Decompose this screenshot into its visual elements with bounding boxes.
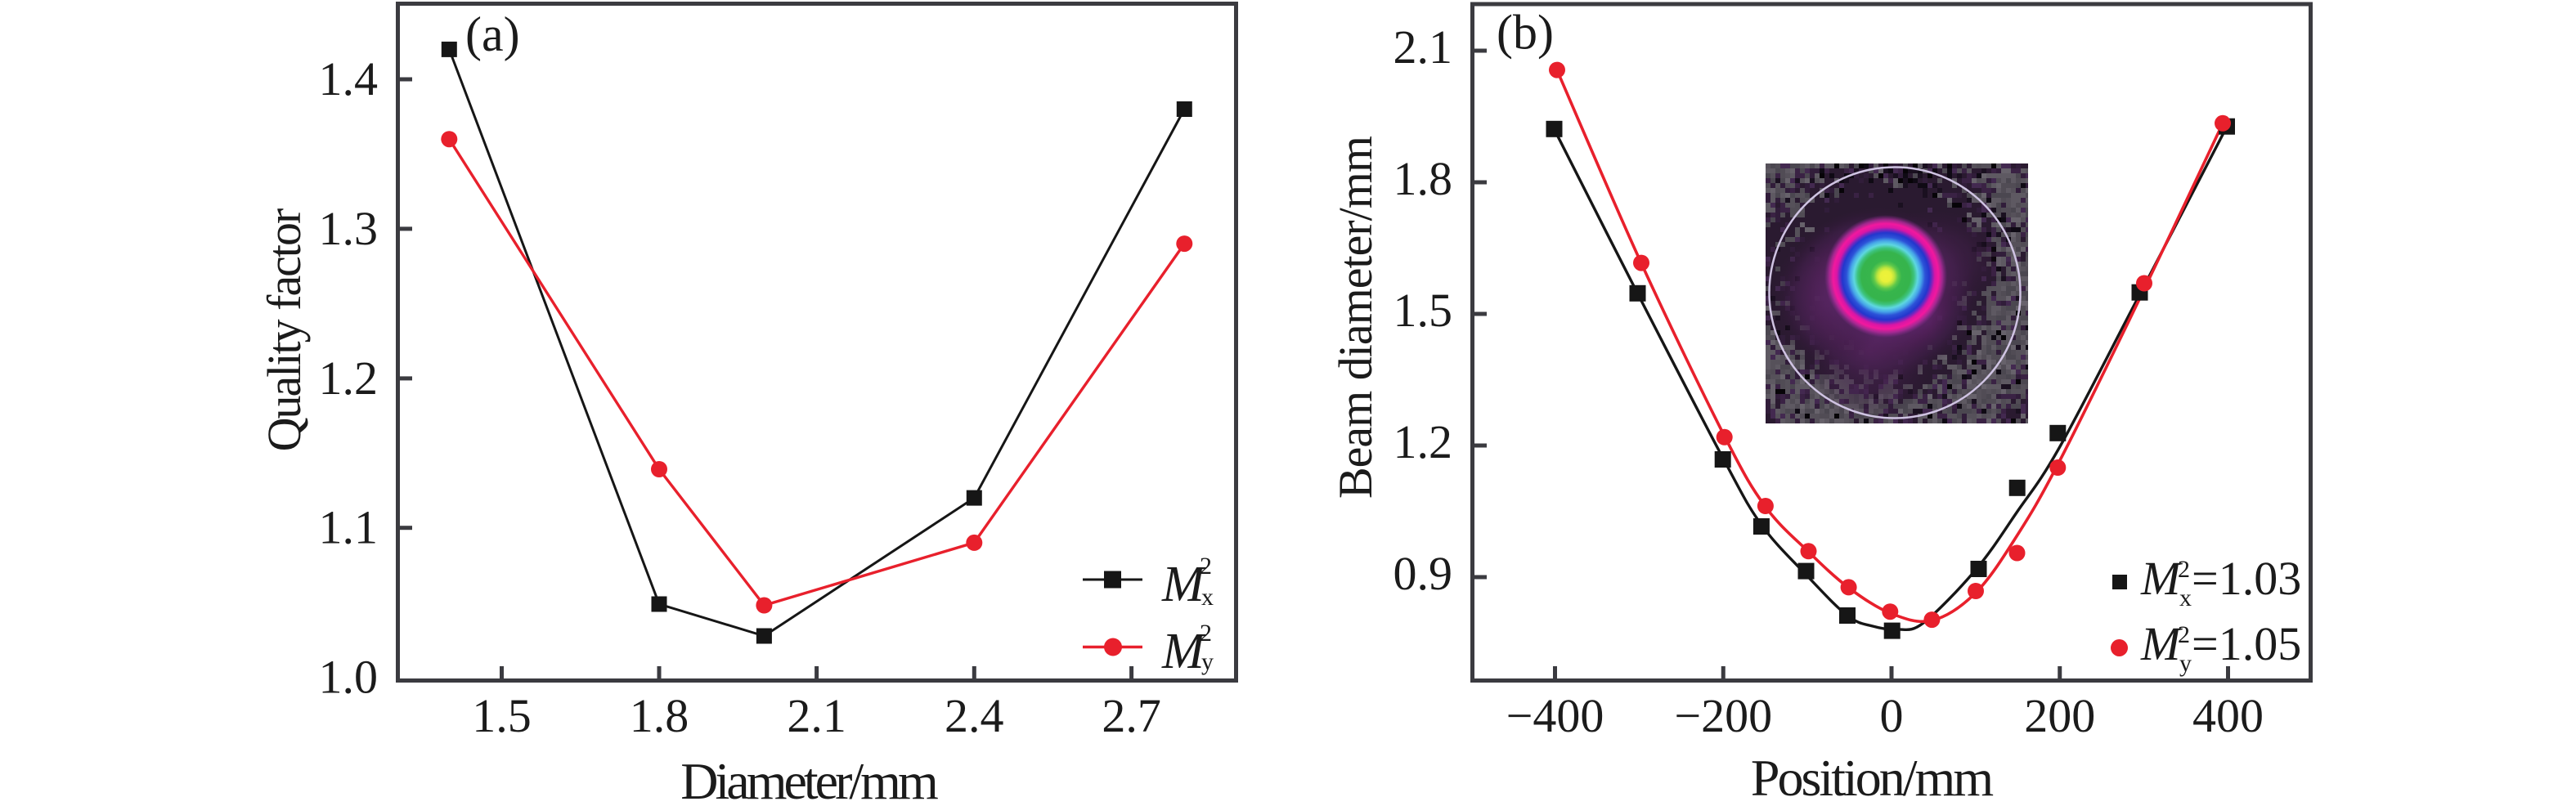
svg-text:Quality factor: Quality factor <box>258 208 311 451</box>
svg-text:2.1: 2.1 <box>787 689 846 742</box>
svg-text:=1.03: =1.03 <box>2192 552 2301 605</box>
svg-text:2: 2 <box>1200 620 1212 647</box>
svg-text:M: M <box>2140 617 2183 670</box>
svg-text:1.3: 1.3 <box>319 202 379 255</box>
svg-text:0: 0 <box>1880 689 1904 742</box>
svg-text:1.5: 1.5 <box>472 689 532 742</box>
svg-text:2.4: 2.4 <box>945 689 1004 742</box>
svg-text:200: 200 <box>2024 689 2095 742</box>
svg-text:2.1: 2.1 <box>1393 20 1453 74</box>
svg-text:1.5: 1.5 <box>1393 284 1453 337</box>
svg-text:(b): (b) <box>1497 6 1554 60</box>
svg-text:=1.05: =1.05 <box>2192 617 2301 670</box>
svg-text:x: x <box>1201 584 1214 611</box>
svg-text:M: M <box>1161 557 1207 612</box>
svg-text:1.8: 1.8 <box>630 689 689 742</box>
svg-text:2: 2 <box>1200 553 1212 580</box>
svg-text:2.7: 2.7 <box>1102 689 1161 742</box>
svg-text:y: y <box>1201 648 1214 675</box>
svg-text:Position/mm: Position/mm <box>1751 749 1993 806</box>
svg-text:1.4: 1.4 <box>319 52 379 105</box>
svg-text:1.1: 1.1 <box>319 501 379 554</box>
svg-text:0.9: 0.9 <box>1393 547 1453 600</box>
svg-text:Diameter/mm: Diameter/mm <box>680 752 938 806</box>
svg-text:2: 2 <box>2178 621 2190 648</box>
svg-text:M: M <box>1161 624 1207 679</box>
svg-text:Beam diameter/mm: Beam diameter/mm <box>1329 136 1382 499</box>
svg-text:1.8: 1.8 <box>1393 152 1453 205</box>
svg-text:y: y <box>2179 650 2192 677</box>
svg-text:2: 2 <box>2178 556 2190 583</box>
svg-text:−200: −200 <box>1674 689 1772 742</box>
svg-text:1.0: 1.0 <box>319 651 379 704</box>
svg-text:400: 400 <box>2192 689 2264 742</box>
svg-text:1.2: 1.2 <box>319 352 379 405</box>
svg-text:M: M <box>2140 552 2183 605</box>
svg-text:1.2: 1.2 <box>1393 415 1453 468</box>
svg-text:(a): (a) <box>465 7 520 61</box>
svg-text:−400: −400 <box>1506 689 1604 742</box>
svg-text:x: x <box>2179 584 2192 611</box>
